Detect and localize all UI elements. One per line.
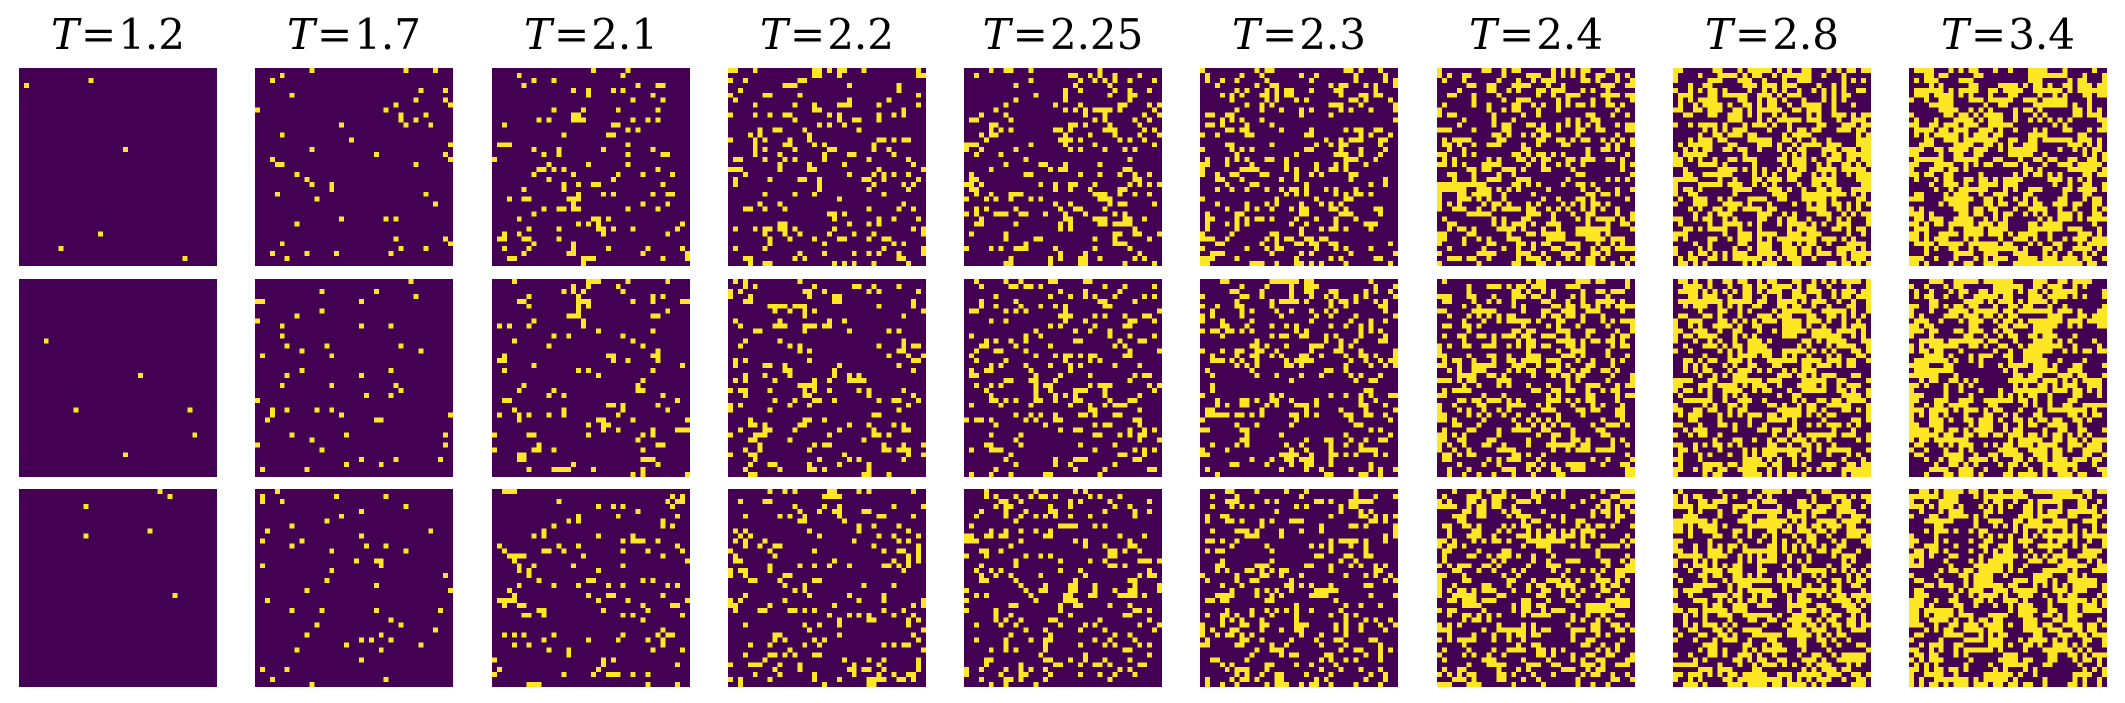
temperature-symbol: T: [1231, 10, 1260, 59]
column-title-9: T=3.4: [1889, 6, 2125, 64]
spin-lattice-panel-t2_3-row3: [1200, 489, 1398, 687]
temperature-value: 2.1: [591, 10, 658, 59]
spin-lattice-panel-t1_2-row1: [19, 68, 217, 266]
lattice-background: [255, 489, 453, 687]
spin-lattice-panel-t1_2-row2: [19, 279, 217, 477]
spin-up-sites: [492, 68, 690, 266]
temperature-value: 1.2: [118, 10, 185, 59]
temperature-value: 1.7: [354, 10, 421, 59]
spin-up-sites: [1437, 68, 1635, 266]
temperature-value: 2.25: [1049, 10, 1144, 59]
spin-lattice-panel-t2_25-row2: [964, 279, 1162, 477]
equals-sign: =: [1971, 10, 2007, 59]
temperature-symbol: T: [286, 10, 315, 59]
spin-up-sites: [728, 489, 926, 687]
spin-lattice-panel-t2_1-row3: [492, 489, 690, 687]
temperature-value: 2.2: [827, 10, 894, 59]
spin-lattice-panel-t3_4-row1: [1909, 68, 2107, 266]
spin-lattice-panel-t2_4-row1: [1437, 68, 1635, 266]
spin-up-sites: [1200, 279, 1398, 477]
column-title-3: T=2.1: [472, 6, 710, 64]
spin-lattice-panel-t2_3-row1: [1200, 68, 1398, 266]
temperature-symbol: T: [759, 10, 788, 59]
spin-lattice-panel-t2_3-row2: [1200, 279, 1398, 477]
equals-sign: =: [81, 10, 117, 59]
spin-lattice-panel-t1_7-row1: [255, 68, 453, 266]
spin-up-sites: [1437, 279, 1635, 477]
spin-up-sites: [1673, 489, 1871, 687]
spin-lattice-panel-t2_2-row2: [728, 279, 926, 477]
spin-up-sites: [259, 489, 453, 687]
equals-sign: =: [790, 10, 826, 59]
equals-sign: =: [1499, 10, 1535, 59]
spin-lattice-panel-t2_8-row1: [1673, 68, 1871, 266]
spin-lattice-panel-t2_8-row3: [1673, 489, 1871, 687]
column-title-1: T=1.2: [0, 6, 237, 64]
temperature-symbol: T: [982, 10, 1011, 59]
column-title-4: T=2.2: [708, 6, 946, 64]
spin-lattice-panel-t2_4-row2: [1437, 279, 1635, 477]
equals-sign: =: [317, 10, 353, 59]
column-title-6: T=2.3: [1180, 6, 1418, 64]
temperature-symbol: T: [50, 10, 79, 59]
temperature-value: 2.8: [1772, 10, 1839, 59]
spin-lattice-panel-t2_25-row1: [964, 68, 1162, 266]
spin-up-sites: [255, 68, 453, 262]
equals-sign: =: [1012, 10, 1048, 59]
temperature-symbol: T: [523, 10, 552, 59]
spin-up-sites: [1673, 279, 1871, 477]
column-title-5: T=2.25: [944, 6, 1182, 64]
spin-lattice-panel-t2_1-row2: [492, 279, 690, 477]
spin-lattice-panel-t3_4-row2: [1909, 279, 2107, 477]
lattice-background: [255, 68, 453, 266]
temperature-value: 2.4: [1536, 10, 1603, 59]
column-title-8: T=2.8: [1653, 6, 1891, 64]
spin-up-sites: [728, 279, 926, 477]
spin-up-sites: [1673, 68, 1871, 266]
spin-lattice-panel-t2_2-row3: [728, 489, 926, 687]
temperature-symbol: T: [1468, 10, 1497, 59]
spin-up-sites: [492, 279, 690, 477]
spin-lattice-panel-t2_4-row3: [1437, 489, 1635, 687]
spin-up-sites: [1437, 489, 1635, 687]
spin-lattice-panel-t2_8-row2: [1673, 279, 1871, 477]
spin-up-sites: [964, 279, 1162, 477]
spin-up-sites: [1909, 489, 2107, 687]
spin-up-sites: [492, 489, 690, 687]
equals-sign: =: [1735, 10, 1771, 59]
lattice-background: [492, 489, 690, 687]
spin-up-sites: [1909, 279, 2107, 477]
spin-up-sites: [728, 68, 926, 266]
spin-up-sites: [964, 68, 1162, 266]
spin-up-sites: [1200, 489, 1398, 687]
equals-sign: =: [554, 10, 590, 59]
spin-up-sites: [1909, 68, 2107, 266]
spin-lattice-panel-t3_4-row3: [1909, 489, 2107, 687]
spin-up-sites: [964, 489, 1162, 687]
spin-lattice-panel-t2_25-row3: [964, 489, 1162, 687]
lattice-background: [19, 489, 217, 687]
temperature-value: 3.4: [2008, 10, 2075, 59]
spin-lattice-panel-t1_2-row3: [19, 489, 217, 687]
spin-up-sites: [1200, 68, 1398, 266]
temperature-value: 2.3: [1299, 10, 1366, 59]
spin-lattice-panel-t1_7-row2: [255, 279, 453, 477]
lattice-background: [19, 68, 217, 266]
temperature-symbol: T: [1704, 10, 1733, 59]
temperature-symbol: T: [1940, 10, 1969, 59]
spin-lattice-panel-t2_2-row1: [728, 68, 926, 266]
equals-sign: =: [1262, 10, 1298, 59]
column-title-2: T=1.7: [235, 6, 473, 64]
spin-lattice-panel-t1_7-row3: [255, 489, 453, 687]
column-title-7: T=2.4: [1417, 6, 1655, 64]
lattice-background: [19, 279, 217, 477]
spin-lattice-panel-t2_1-row1: [492, 68, 690, 266]
